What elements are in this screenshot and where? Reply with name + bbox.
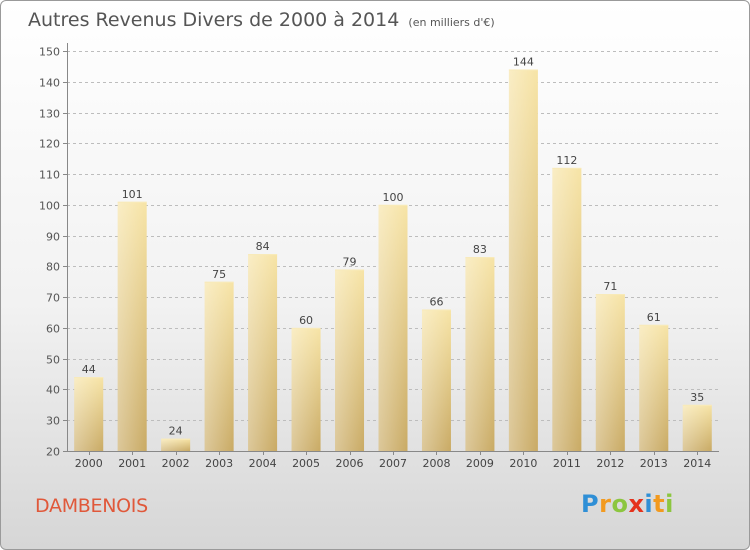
x-tick-label: 2009 — [466, 457, 494, 470]
y-tick-label: 80 — [46, 261, 60, 274]
brand-logo-letter: i — [644, 490, 654, 518]
y-tick-label: 50 — [46, 354, 60, 367]
x-tick-label: 2010 — [509, 457, 537, 470]
y-tick-label: 70 — [46, 292, 60, 305]
x-tick-label: 2011 — [553, 457, 581, 470]
place-name: DAMBENOIS — [35, 495, 148, 517]
x-tick-label: 2004 — [249, 457, 277, 470]
y-tick-label: 100 — [39, 200, 60, 213]
brand-logo-letter: o — [611, 490, 629, 518]
bar-highlight — [161, 438, 191, 451]
bar-highlight — [595, 294, 625, 451]
bar-highlight — [74, 377, 104, 451]
bar-value-label: 100 — [383, 191, 404, 204]
bar-value-label: 35 — [690, 391, 704, 404]
bar-highlight — [682, 404, 712, 451]
y-tick-label: 140 — [39, 77, 60, 90]
bar-value-label: 71 — [603, 280, 617, 293]
y-tick-label: 150 — [39, 46, 60, 59]
y-tick-label: 20 — [46, 446, 60, 459]
bar-value-label: 75 — [212, 268, 226, 281]
x-tick-label: 2003 — [205, 457, 233, 470]
x-tick-label: 2002 — [162, 457, 190, 470]
bar-highlight — [117, 201, 147, 451]
x-tick-label: 2006 — [336, 457, 364, 470]
x-tick-label: 2008 — [422, 457, 450, 470]
brand-logo: Proxiti — [581, 490, 674, 518]
chart-title-main: Autres Revenus Divers de 2000 à 2014 — [28, 9, 400, 31]
bar-value-label: 60 — [299, 314, 313, 327]
bar-highlight — [639, 324, 669, 451]
bar-highlight — [465, 257, 495, 451]
bar-value-label: 112 — [556, 154, 577, 167]
chart-title-unit: (en milliers d'€) — [408, 16, 495, 29]
y-tick-label: 40 — [46, 384, 60, 397]
x-tick-label: 2012 — [596, 457, 624, 470]
y-tick-label: 90 — [46, 231, 60, 244]
bar-value-label: 44 — [82, 363, 96, 376]
bar-value-label: 24 — [169, 425, 183, 438]
bar-value-label: 144 — [513, 55, 534, 68]
bar-value-label: 66 — [429, 295, 443, 308]
axes — [63, 43, 719, 455]
x-tick-label: 2007 — [379, 457, 407, 470]
bar-value-label: 83 — [473, 243, 487, 256]
bar-highlight — [204, 281, 234, 451]
x-tick-label: 2000 — [75, 457, 103, 470]
y-tick-label: 60 — [46, 323, 60, 336]
brand-logo-letter: i — [665, 490, 674, 518]
brand-logo-letter: P — [581, 490, 600, 518]
brand-logo-letter: t — [653, 490, 666, 518]
bar-highlight — [552, 167, 582, 451]
bar-highlight — [508, 69, 538, 451]
chart-title: Autres Revenus Divers de 2000 à 2014 (en… — [28, 9, 495, 31]
x-tick-label: 2005 — [292, 457, 320, 470]
bar-highlight — [248, 254, 278, 451]
x-tick-label: 2014 — [683, 457, 711, 470]
bar-value-label: 101 — [122, 188, 143, 201]
bar-highlight — [378, 204, 408, 451]
labels: 20 30 40 50 60 70 80 90 100 110 120 130 140 150 44 2000… — [39, 46, 711, 471]
bar-highlight — [421, 309, 451, 451]
bars — [74, 69, 712, 451]
bar-value-label: 79 — [343, 255, 357, 268]
y-tick-label: 120 — [39, 138, 60, 151]
y-tick-label: 130 — [39, 108, 60, 121]
x-tick-label: 2001 — [118, 457, 146, 470]
bar-highlight — [335, 269, 365, 451]
y-tick-label: 30 — [46, 415, 60, 428]
brand-logo-letter: x — [628, 490, 645, 518]
bar-value-label: 61 — [647, 311, 661, 324]
bar-highlight — [291, 327, 321, 451]
y-tick-label: 110 — [39, 169, 60, 182]
brand-logo-letter: r — [599, 490, 612, 518]
x-tick-label: 2013 — [640, 457, 668, 470]
bar-value-label: 84 — [256, 240, 270, 253]
